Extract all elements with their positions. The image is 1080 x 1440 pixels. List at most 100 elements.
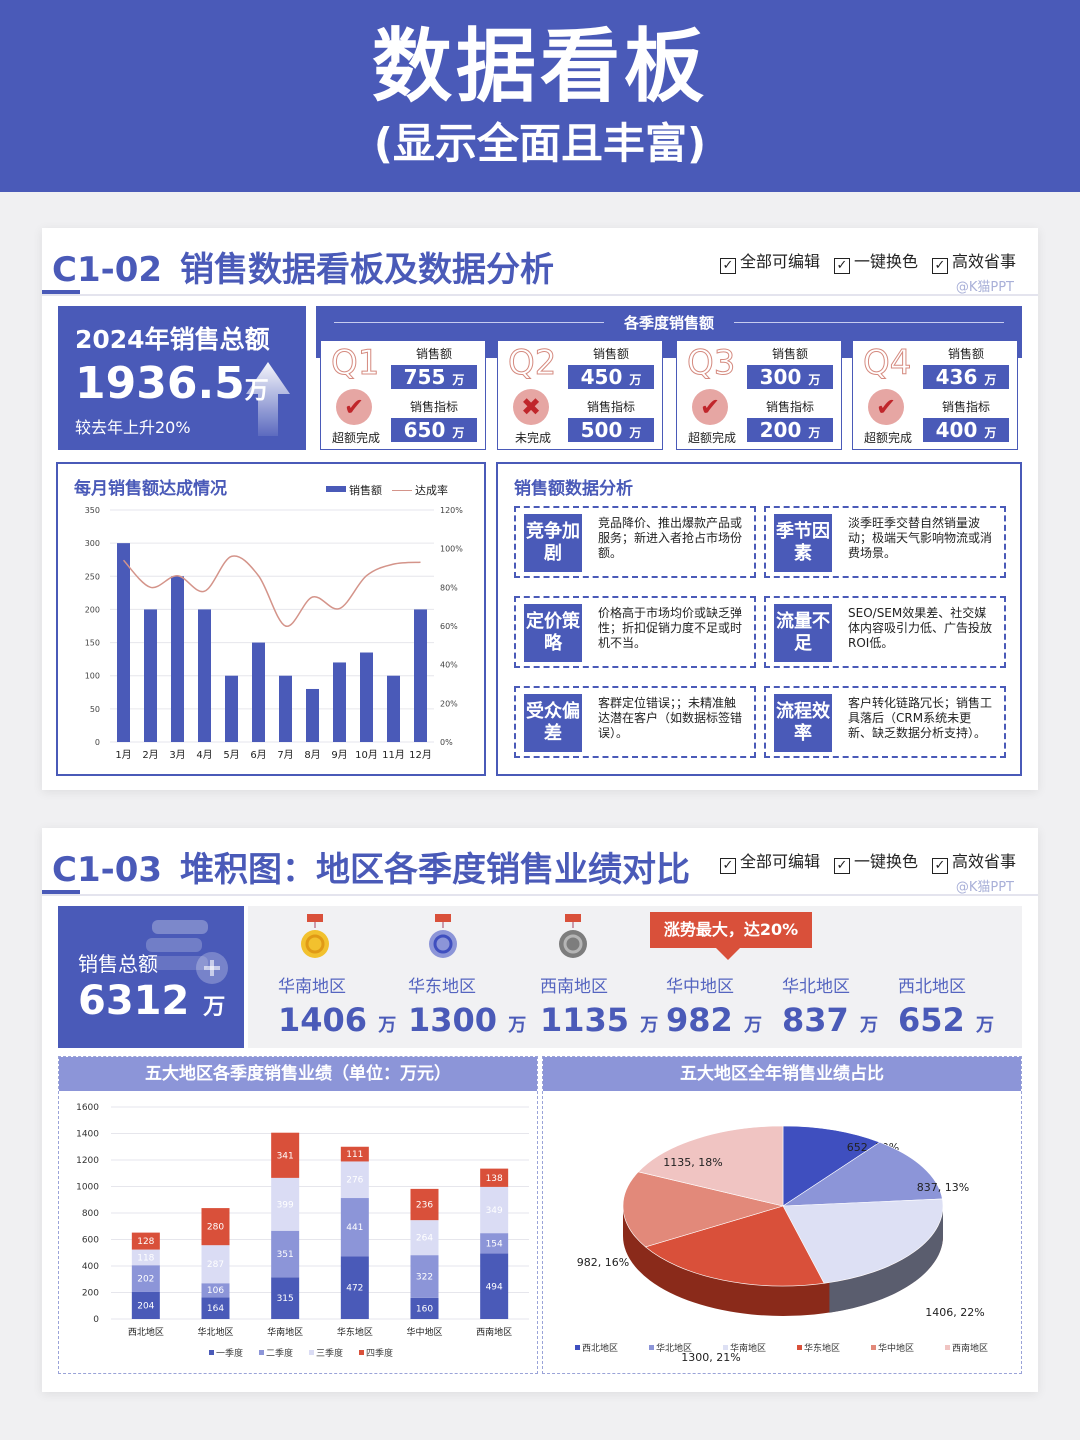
svg-text:472: 472 xyxy=(346,1284,363,1294)
checkbox-checked-icon: ✓ xyxy=(719,258,736,274)
region-stat: 华中地区 982 万 xyxy=(666,977,762,1039)
svg-text:3月: 3月 xyxy=(169,749,185,761)
quarter-card-q4: Q4 ✔ 超额完成 销售额 436 万 销售指标 400 万 xyxy=(852,340,1018,450)
svg-text:349: 349 xyxy=(486,1206,503,1216)
svg-text:128: 128 xyxy=(137,1237,154,1247)
analysis-panel: 销售额数据分析 竞争加剧 竞品降价、推出爆款产品或服务；新进入者抢占市场份额。 季… xyxy=(496,462,1022,776)
svg-text:400: 400 xyxy=(82,1262,99,1272)
svg-text:华北地区: 华北地区 xyxy=(656,1342,692,1354)
monthly-chart-title: 每月销售额达成情况 xyxy=(74,479,227,499)
svg-text:160: 160 xyxy=(416,1304,433,1314)
svg-text:322: 322 xyxy=(416,1272,433,1282)
svg-text:494: 494 xyxy=(486,1282,503,1292)
svg-text:1135, 18%: 1135, 18% xyxy=(663,1156,722,1169)
svg-text:5月: 5月 xyxy=(223,749,239,761)
monthly-chart-panel: 每月销售额达成情况 销售额 达成率 0 50 100 150 200 250 300 350 0… xyxy=(56,462,486,776)
svg-text:200: 200 xyxy=(85,605,100,614)
check-circle-icon: ✔ xyxy=(336,389,372,425)
feature-check: ✓ 一键换色 xyxy=(833,848,918,874)
cross-circle-icon: ✖ xyxy=(513,389,549,425)
svg-text:154: 154 xyxy=(486,1239,503,1249)
svg-text:250: 250 xyxy=(85,572,100,581)
checkbox-checked-icon: ✓ xyxy=(833,258,850,274)
svg-text:800: 800 xyxy=(82,1209,99,1219)
quarter-sales: 436 万 xyxy=(923,365,1009,389)
quarter-status: 超额完成 xyxy=(331,431,380,445)
sales-total-box: 销售总额 6312 万 xyxy=(58,906,244,1048)
feature-check: ✓ 一键换色 xyxy=(833,248,918,274)
feature-check: ✓ 全部可编辑 xyxy=(719,848,820,874)
card-title-text: 销售数据看板及数据分析 xyxy=(180,250,555,290)
analysis-item: 流量不足 SEO/SEM效果差、社交媒体内容吸引力低、广告投放ROI低。 xyxy=(764,596,1006,668)
svg-text:三季度: 三季度 xyxy=(316,1347,343,1359)
gray-medal-icon xyxy=(559,914,587,958)
feature-check: ✓ 高效省事 xyxy=(931,848,1016,874)
svg-text:202: 202 xyxy=(137,1275,154,1285)
hero-subtitle: (显示全面且丰富) xyxy=(373,119,707,168)
pie-chart-title: 五大地区全年销售业绩占比 xyxy=(543,1057,1021,1091)
quarter-target: 650 万 xyxy=(391,418,477,442)
region-stat: 西北地区 652 万 xyxy=(898,977,994,1039)
quarter-target: 200 万 xyxy=(747,418,833,442)
analysis-item: 定价策略 价格高于市场均价或缺乏弹性；折扣促销力度不足或时机不当。 xyxy=(514,596,756,668)
svg-text:1400: 1400 xyxy=(76,1130,99,1140)
svg-text:1200: 1200 xyxy=(76,1156,99,1166)
svg-text:106: 106 xyxy=(207,1286,224,1296)
total-label: 2024年销售总额 xyxy=(75,325,270,354)
dashboard-card-c1-03: C1-03 堆积图：地区各季度销售业绩对比 ✓ 全部可编辑 ✓ 一键换色 ✓ 高效省事 … xyxy=(42,828,1038,1392)
svg-text:200: 200 xyxy=(82,1289,99,1299)
svg-text:164: 164 xyxy=(207,1304,224,1314)
total-value: 1936.5万 xyxy=(75,358,269,409)
title-divider xyxy=(42,294,1038,296)
pie-chart: 652, 10%837, 13%1406, 22%1300, 21%982, 1… xyxy=(575,1125,988,1364)
region-stat: 华北地区 837 万 xyxy=(782,977,878,1039)
svg-text:1406, 22%: 1406, 22% xyxy=(925,1306,984,1319)
svg-text:982, 16%: 982, 16% xyxy=(577,1256,629,1269)
svg-text:1000: 1000 xyxy=(76,1183,99,1193)
region-stat: 华南地区 1406 万 xyxy=(278,977,397,1039)
svg-text:四季度: 四季度 xyxy=(366,1347,393,1359)
blue-medal-icon xyxy=(429,914,457,958)
pie-chart-panel: 五大地区全年销售业绩占比 652, 10%837, 13%1406, 22%13… xyxy=(542,1056,1022,1374)
svg-text:204: 204 xyxy=(137,1301,154,1311)
svg-text:287: 287 xyxy=(207,1260,224,1270)
card-title: C1-03 堆积图：地区各季度销售业绩对比 xyxy=(52,842,690,891)
svg-text:40%: 40% xyxy=(440,661,458,670)
analysis-title: 销售额数据分析 xyxy=(514,479,633,499)
card-code: C1-03 xyxy=(52,850,163,890)
feature-checks: ✓ 全部可编辑 ✓ 一键换色 ✓ 高效省事 xyxy=(719,848,1016,874)
analysis-item: 受众偏差 客群定位错误；；未精准触达潜在客户（如数据标签错误）。 xyxy=(514,686,756,758)
svg-text:4月: 4月 xyxy=(196,749,212,761)
svg-text:0: 0 xyxy=(95,738,100,747)
svg-text:一季度: 一季度 xyxy=(216,1347,243,1359)
card-code: C1-02 xyxy=(52,250,163,290)
region-stat: 西南地区 1135 万 xyxy=(540,977,659,1039)
svg-text:0: 0 xyxy=(93,1315,99,1325)
svg-text:华中地区: 华中地区 xyxy=(406,1326,442,1338)
analysis-item: 流程效率 客户转化链路冗长；销售工具落后（CRM系统未更新、缺乏数据分析支持）。 xyxy=(764,686,1006,758)
svg-text:351: 351 xyxy=(277,1250,294,1260)
svg-text:1月: 1月 xyxy=(115,749,131,761)
quarter-target: 500 万 xyxy=(568,418,654,442)
quarter-sales: 755 万 xyxy=(391,365,477,389)
svg-text:华中地区: 华中地区 xyxy=(878,1342,914,1354)
svg-text:118: 118 xyxy=(137,1253,154,1263)
svg-text:1600: 1600 xyxy=(76,1103,99,1113)
checkbox-checked-icon: ✓ xyxy=(719,858,736,874)
total-growth-note: 较去年上升20% xyxy=(75,418,191,437)
svg-text:276: 276 xyxy=(346,1176,363,1186)
svg-text:300: 300 xyxy=(85,539,100,548)
svg-text:399: 399 xyxy=(277,1200,294,1210)
svg-text:华东地区: 华东地区 xyxy=(804,1342,840,1354)
checkbox-checked-icon: ✓ xyxy=(833,858,850,874)
svg-text:264: 264 xyxy=(416,1234,433,1244)
svg-text:50: 50 xyxy=(90,705,100,714)
svg-text:441: 441 xyxy=(346,1223,363,1233)
svg-text:华南地区: 华南地区 xyxy=(730,1342,766,1354)
svg-text:600: 600 xyxy=(82,1236,99,1246)
checkbox-checked-icon: ✓ xyxy=(931,858,948,874)
analysis-item: 竞争加剧 竞品降价、推出爆款产品或服务；新进入者抢占市场份额。 xyxy=(514,506,756,578)
gold-medal-icon xyxy=(301,914,329,958)
svg-text:0%: 0% xyxy=(440,738,453,747)
monthly-bar-line-chart: 0 50 100 150 200 250 300 350 0% 20% 40% 60% 80% 100% 1… xyxy=(85,506,464,761)
